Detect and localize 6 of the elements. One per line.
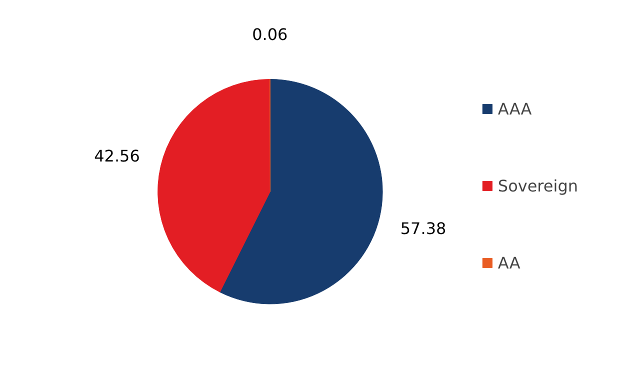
legend-label: Sovereign — [498, 176, 578, 195]
legend-label: AAA — [498, 99, 532, 118]
data-label: 42.56 — [94, 146, 140, 166]
legend-label: AA — [498, 253, 520, 272]
data-label: 0.06 — [252, 25, 288, 44]
data-label: 57.38 — [400, 218, 446, 238]
